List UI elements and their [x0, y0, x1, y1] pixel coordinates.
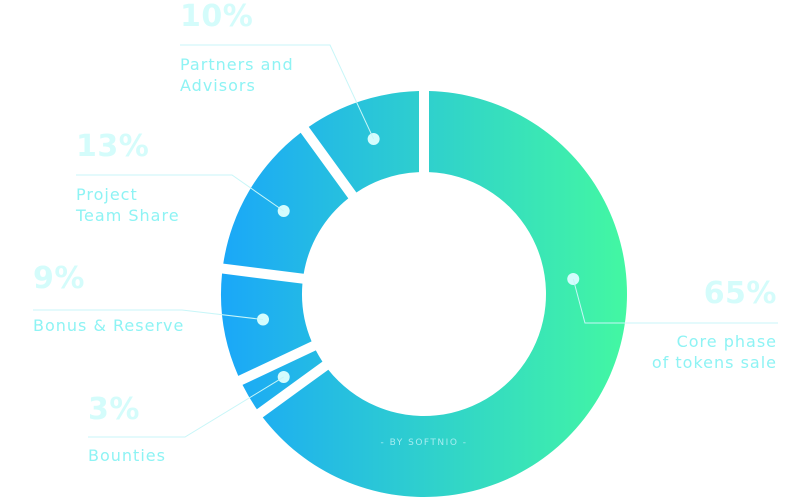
slice-bonus-reserve	[221, 273, 312, 376]
label-project-team: 13% Project Team Share	[76, 129, 180, 226]
credit-text: - BY SOFTNIO -	[380, 438, 468, 448]
leader-line	[88, 376, 284, 438]
slice-project-team-share	[223, 132, 349, 274]
label-partners: 10% Partners and Advisors	[180, 0, 294, 95]
leader-line	[572, 278, 778, 324]
leader-line	[33, 309, 264, 320]
label-bounties: 3% Bounties	[88, 392, 166, 466]
leader-line	[180, 44, 375, 140]
slice-core-phase-of-tokens-sale	[262, 91, 627, 498]
label-bonus-reserve: 9% Bonus & Reserve	[33, 261, 185, 336]
slice-partners-and-advisors	[308, 91, 420, 193]
label-core-phase: 65% Core phase of tokens sale	[651, 276, 777, 373]
leader-line	[76, 174, 284, 212]
